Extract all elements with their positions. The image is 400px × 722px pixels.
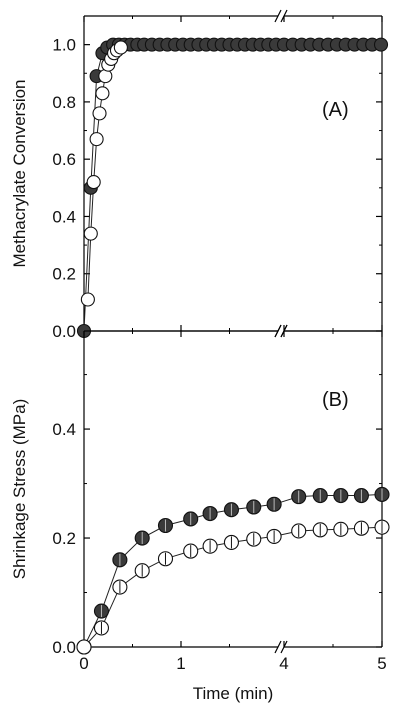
filled-data-point [373, 37, 389, 52]
open-data-point [83, 226, 98, 241]
open-data-point [89, 132, 104, 147]
axis-break-mark [274, 640, 282, 654]
axis-break-mark [274, 9, 282, 23]
axis-break-mark [274, 324, 282, 338]
open-data-point [95, 86, 110, 101]
y-tick-label: 0.2 [52, 529, 76, 548]
chart-panel-0: 0.0 0.2 0.4 0.6 0.8 1.0 Methacrylate Conversio… [10, 9, 389, 341]
series-line-0 [83, 44, 381, 332]
y-tick-label: 0.6 [52, 150, 76, 169]
series-line-1 [87, 47, 122, 300]
y-tick-label: 1.0 [52, 36, 76, 55]
y-tick-label: 0.4 [52, 207, 76, 226]
open-data-point [98, 69, 113, 84]
open-data-point [92, 106, 107, 121]
x-tick-label: 1 [176, 654, 185, 673]
panel-label: (A) [322, 99, 349, 121]
y-tick-label: 0.0 [52, 638, 76, 657]
y-tick-label: 0.2 [52, 265, 76, 284]
open-data-point [113, 40, 128, 55]
chart-panel-1: 0.0 0.2 0.4 0 1 4 5 Shrinkage Stress (MPa) Time … [10, 324, 390, 703]
y-tick-label: 0.0 [52, 322, 76, 341]
panel-label: (B) [322, 389, 349, 411]
y-tick-label: 0.8 [52, 93, 76, 112]
y-tick-label: 0.4 [52, 420, 76, 439]
x-tick-label: 5 [377, 654, 386, 673]
series-line-0 [83, 493, 383, 648]
y-axis-title: Shrinkage Stress (MPa) [10, 399, 29, 579]
open-data-point [76, 639, 92, 655]
open-data-point [80, 292, 95, 307]
x-axis-title: Time (min) [193, 684, 274, 703]
open-data-point [86, 175, 101, 190]
x-tick-label: 4 [279, 654, 288, 673]
y-axis-title: Methacrylate Conversion [10, 79, 29, 267]
x-tick-label: 0 [79, 654, 88, 673]
